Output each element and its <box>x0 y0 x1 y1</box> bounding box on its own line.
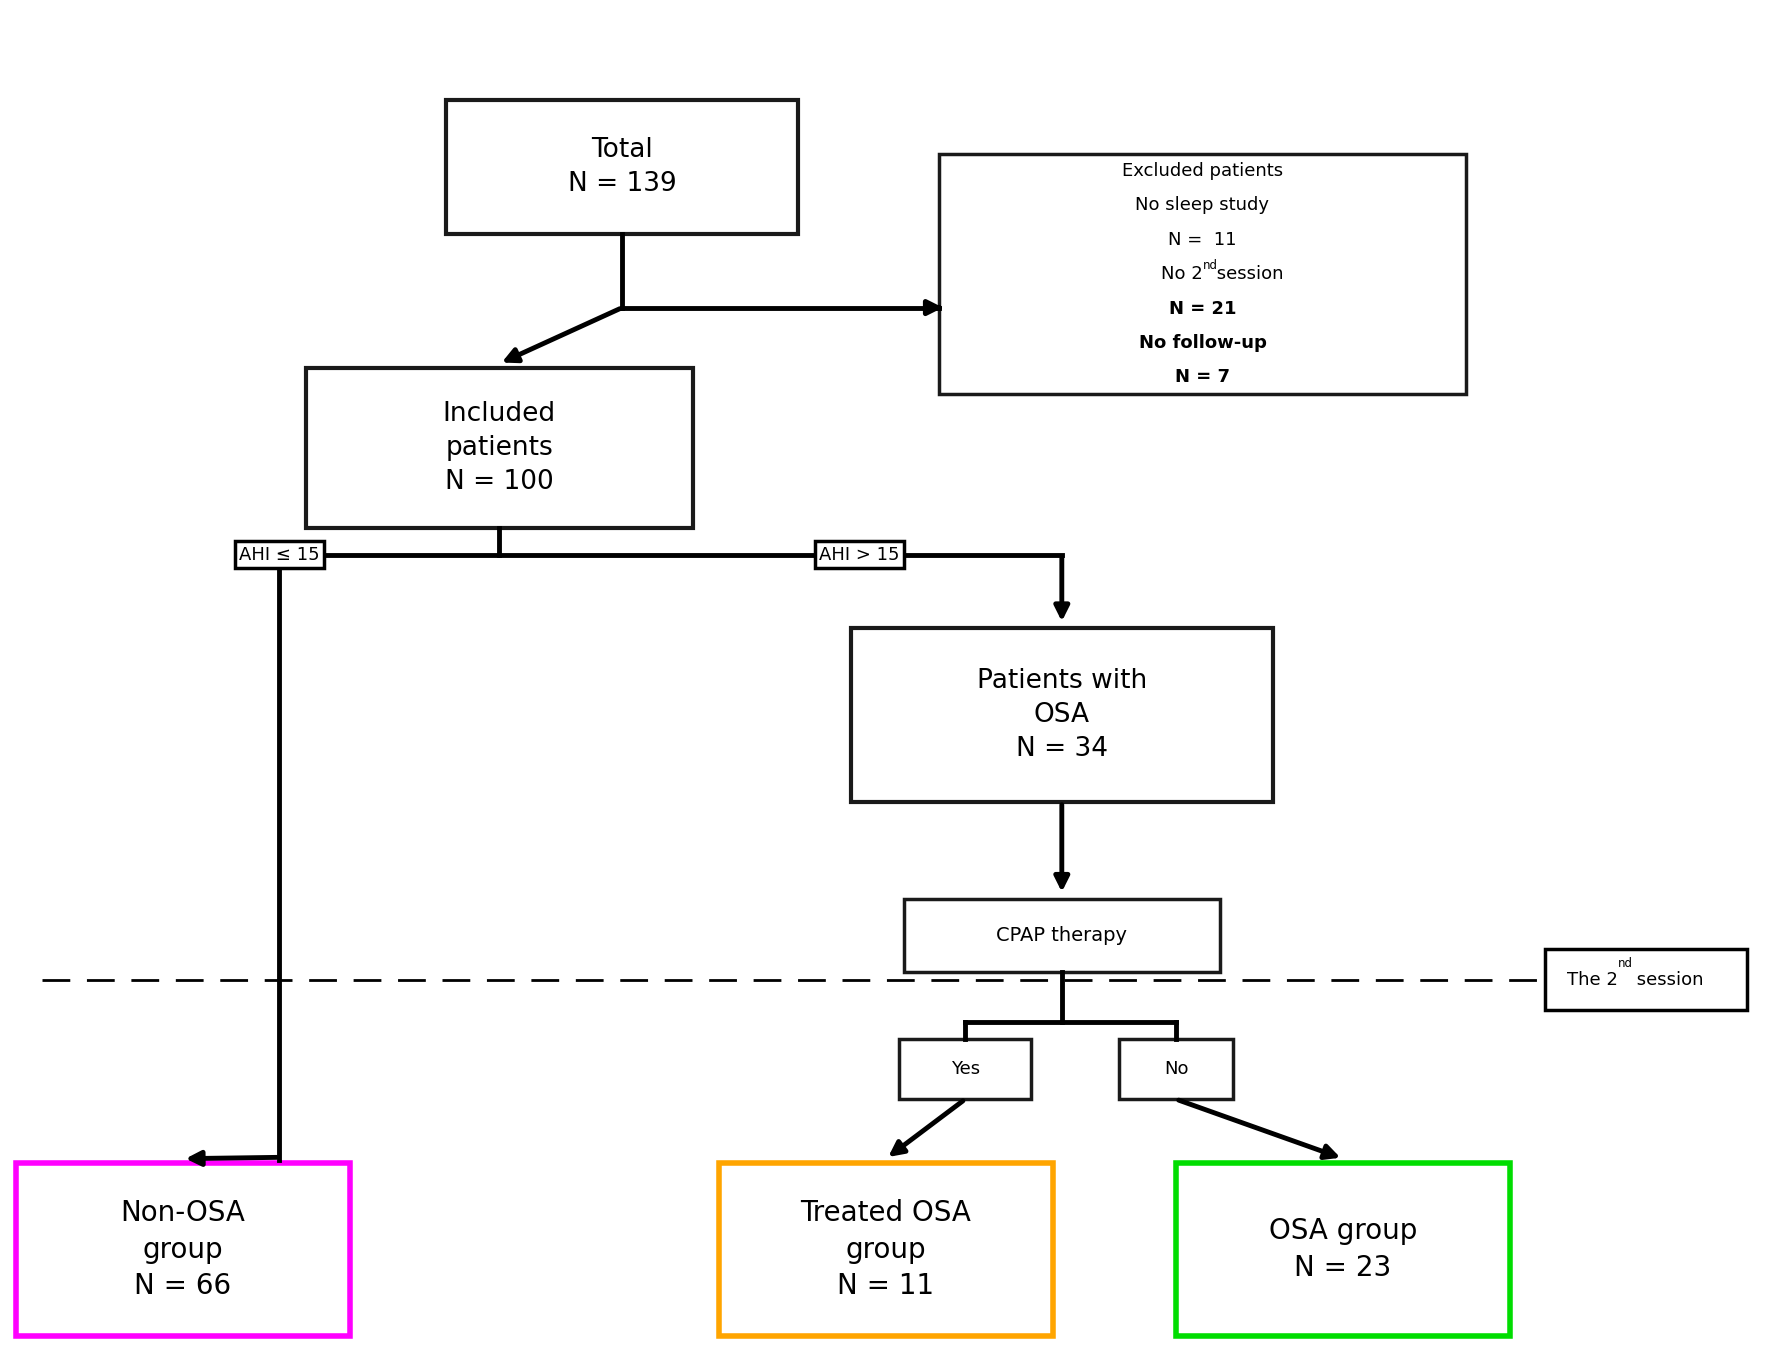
Text: session: session <box>1632 971 1705 988</box>
Text: session: session <box>1212 265 1283 284</box>
Text: The 2: The 2 <box>1566 971 1618 988</box>
Text: CPAP therapy: CPAP therapy <box>996 926 1127 945</box>
Text: No sleep study: No sleep study <box>1136 197 1269 215</box>
Text: N = 7: N = 7 <box>1175 369 1230 386</box>
FancyBboxPatch shape <box>851 628 1272 802</box>
Text: Patients with
OSA
N = 34: Patients with OSA N = 34 <box>976 668 1146 763</box>
FancyBboxPatch shape <box>1118 1040 1233 1099</box>
Text: Total
N = 139: Total N = 139 <box>567 138 677 197</box>
FancyBboxPatch shape <box>1177 1162 1510 1336</box>
Text: Treated OSA
group
N = 11: Treated OSA group N = 11 <box>801 1199 971 1300</box>
Text: Yes: Yes <box>950 1060 980 1079</box>
Text: OSA group
N = 23: OSA group N = 23 <box>1269 1218 1418 1282</box>
Text: No 2: No 2 <box>1161 265 1203 284</box>
Text: N =  11: N = 11 <box>1168 231 1237 248</box>
Text: N = 21: N = 21 <box>1170 300 1237 317</box>
FancyBboxPatch shape <box>1545 949 1747 1010</box>
Text: AHI ≤ 15: AHI ≤ 15 <box>239 545 319 564</box>
Text: No: No <box>1164 1060 1189 1079</box>
Text: nd: nd <box>1618 957 1634 971</box>
Text: No follow-up: No follow-up <box>1139 333 1267 352</box>
FancyBboxPatch shape <box>307 367 693 528</box>
Text: AHI > 15: AHI > 15 <box>819 545 900 564</box>
FancyBboxPatch shape <box>719 1162 1053 1336</box>
FancyBboxPatch shape <box>939 154 1465 394</box>
FancyBboxPatch shape <box>16 1162 349 1336</box>
FancyBboxPatch shape <box>904 899 1221 972</box>
Text: Excluded patients: Excluded patients <box>1122 162 1283 180</box>
FancyBboxPatch shape <box>898 1040 1031 1099</box>
Text: Non-OSA
group
N = 66: Non-OSA group N = 66 <box>120 1199 245 1300</box>
Text: nd: nd <box>1203 259 1217 273</box>
FancyBboxPatch shape <box>447 100 797 234</box>
Text: Included
patients
N = 100: Included patients N = 100 <box>443 401 556 495</box>
